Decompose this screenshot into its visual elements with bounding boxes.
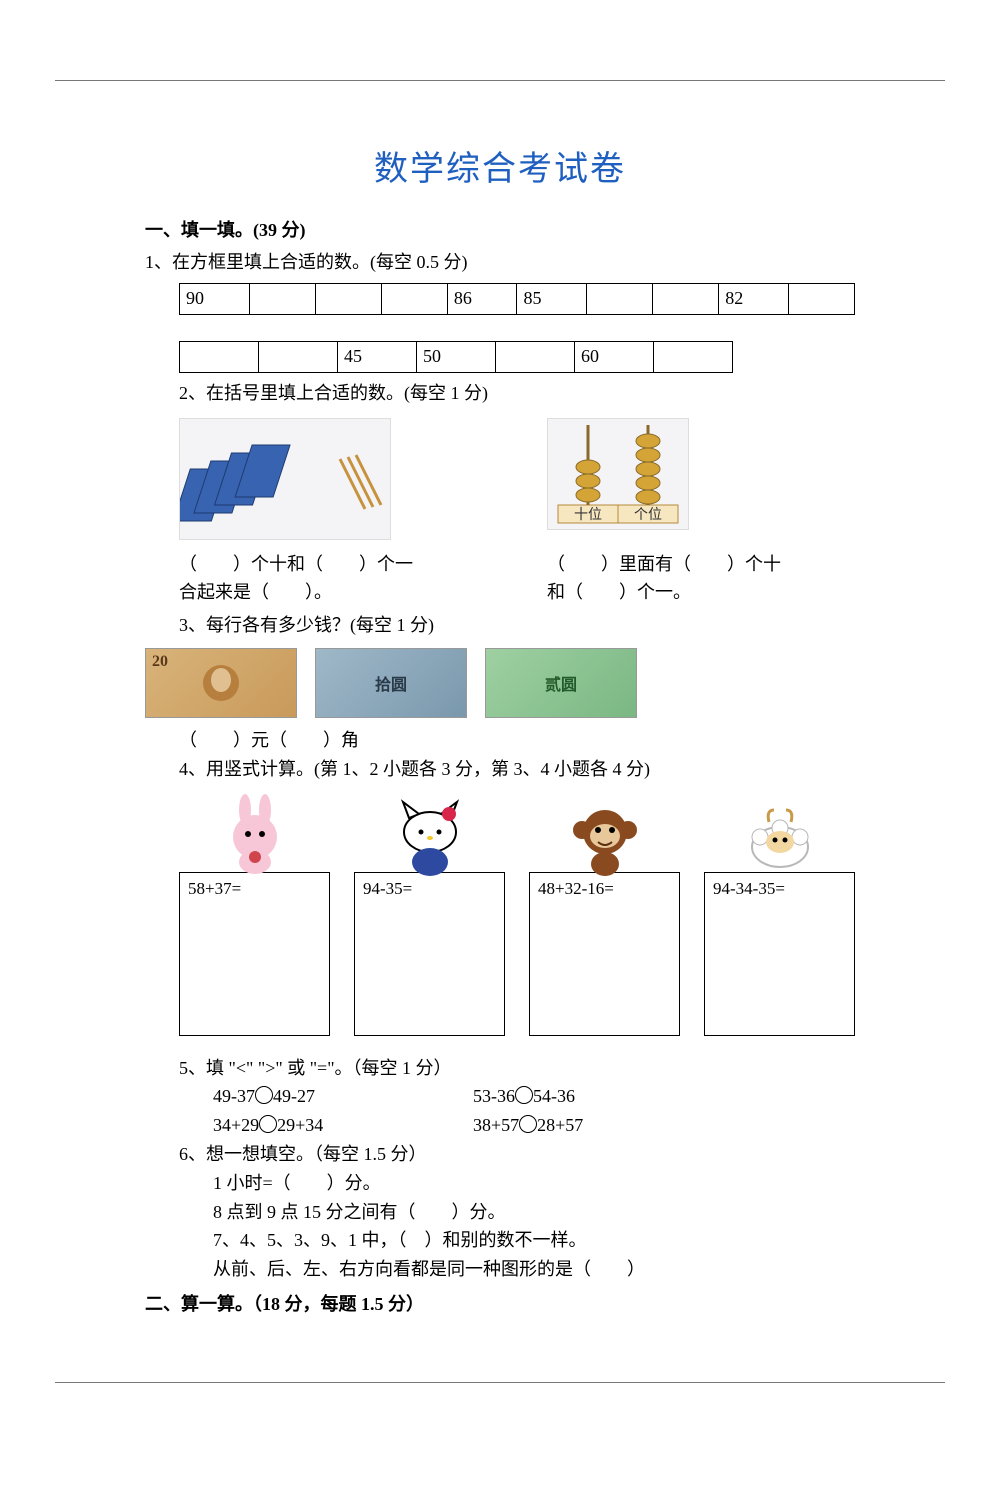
- section-1-heading: 一、填一填。(39 分): [145, 216, 855, 242]
- q1-r1-c3[interactable]: [381, 283, 447, 314]
- q3-money-row: 20 拾圆 贰圆: [145, 648, 855, 718]
- q2-answers: （ ）个十和（ ）个一 合起来是（ ）。 （ ）里面有（ ）个十 和（ ）个一。: [179, 550, 855, 608]
- page-title: 数学综合考试卷: [145, 141, 855, 190]
- q6-l3: 7、4、5、3、9、1 中，（ ）和别的数不一样。: [213, 1226, 855, 1255]
- q2-right-1: （ ）里面有（ ）个十: [547, 550, 855, 579]
- q1-r1-c5[interactable]: 85: [517, 283, 587, 314]
- q4-box-4[interactable]: 94-34-35=: [704, 872, 855, 1036]
- q1-r1-c1[interactable]: [249, 283, 315, 314]
- q1-r2-c3[interactable]: 50: [417, 341, 496, 372]
- q2-images: 十位 个位: [179, 418, 855, 540]
- q4-box-1[interactable]: 58+37=: [179, 872, 330, 1036]
- svg-text:个位: 个位: [634, 507, 662, 523]
- q1-r1-c0[interactable]: 90: [180, 283, 250, 314]
- q4-item-2: 94-35=: [354, 792, 505, 1036]
- q1-r2-c1[interactable]: [259, 341, 338, 372]
- q1-r1-c7[interactable]: [653, 283, 719, 314]
- compare-blank[interactable]: [519, 1115, 537, 1133]
- q1-r2-c5[interactable]: 60: [575, 341, 654, 372]
- monkey-icon: [560, 792, 650, 882]
- q4-box-3[interactable]: 48+32-16=: [529, 872, 680, 1036]
- q2-left-2: 合起来是（ ）。: [179, 578, 487, 607]
- svg-text:十位: 十位: [574, 507, 602, 523]
- q2-prompt: 2、在括号里填上合适的数。(每空 1 分): [179, 379, 855, 408]
- q6-prompt: 6、想一想填空。（每空 1.5 分）: [179, 1140, 855, 1169]
- q6-l4: 从前、后、左、右方向看都是同一种图形的是（ ）: [213, 1255, 855, 1284]
- bill-10: 拾圆: [315, 648, 467, 718]
- q1-r1-c4[interactable]: 86: [447, 283, 517, 314]
- q1-r2-c4[interactable]: [496, 341, 575, 372]
- kitty-icon: [385, 792, 475, 882]
- bill-2: 贰圆: [485, 648, 637, 718]
- q1-r1-c9[interactable]: [788, 283, 854, 314]
- q2-right-2: 和（ ）个一。: [547, 578, 855, 607]
- rabbit-icon: [210, 792, 300, 882]
- q1-r1-c6[interactable]: [587, 283, 653, 314]
- q5-line-1: 49-3749-27 53-3654-36: [213, 1082, 855, 1111]
- q1-r2-c6[interactable]: [654, 341, 733, 372]
- bundles-image: [179, 418, 391, 540]
- q1-table-2: 45 50 60: [179, 341, 733, 373]
- bill-20: 20: [145, 648, 297, 718]
- q4-row: 58+37= 94-35= 48+32-16= 94-34-35=: [179, 792, 855, 1036]
- q6-l1: 1 小时=（ ）分。: [213, 1169, 855, 1198]
- abacus-image: 十位 个位: [547, 418, 689, 530]
- q6-l2: 8 点到 9 点 15 分之间有（ ）分。: [213, 1198, 855, 1227]
- q2-left-1: （ ）个十和（ ）个一: [179, 550, 487, 579]
- q4-prompt: 4、用竖式计算。(第 1、2 小题各 3 分，第 3、4 小题各 4 分): [179, 755, 855, 784]
- q1-r2-c0[interactable]: [180, 341, 259, 372]
- q4-item-4: 94-34-35=: [704, 792, 855, 1036]
- q3-prompt: 3、每行各有多少钱？(每空 1 分): [179, 611, 855, 640]
- page: 数学综合考试卷 一、填一填。(39 分) 1、在方框里填上合适的数。(每空 0.…: [55, 80, 945, 1383]
- q4-item-3: 48+32-16=: [529, 792, 680, 1036]
- q4-box-2[interactable]: 94-35=: [354, 872, 505, 1036]
- compare-blank[interactable]: [255, 1086, 273, 1104]
- section-2-heading: 二、算一算。（18 分，每题 1.5 分）: [145, 1290, 855, 1316]
- compare-blank[interactable]: [259, 1115, 277, 1133]
- q1-r2-c2[interactable]: 45: [338, 341, 417, 372]
- q1-r1-c8[interactable]: 82: [719, 283, 789, 314]
- q1-table-1: 90 86 85 82: [179, 283, 855, 315]
- q1-prompt: 1、在方框里填上合适的数。(每空 0.5 分): [145, 248, 855, 277]
- q5-line-2: 34+2929+34 38+5728+57: [213, 1111, 855, 1140]
- q3-answer: （ ）元（ ）角: [179, 726, 855, 755]
- compare-blank[interactable]: [515, 1086, 533, 1104]
- sheep-icon: [735, 792, 825, 882]
- q5-prompt: 5、填 "<" ">" 或 "="。（每空 1 分）: [179, 1054, 855, 1083]
- q1-r1-c2[interactable]: [315, 283, 381, 314]
- q4-item-1: 58+37=: [179, 792, 330, 1036]
